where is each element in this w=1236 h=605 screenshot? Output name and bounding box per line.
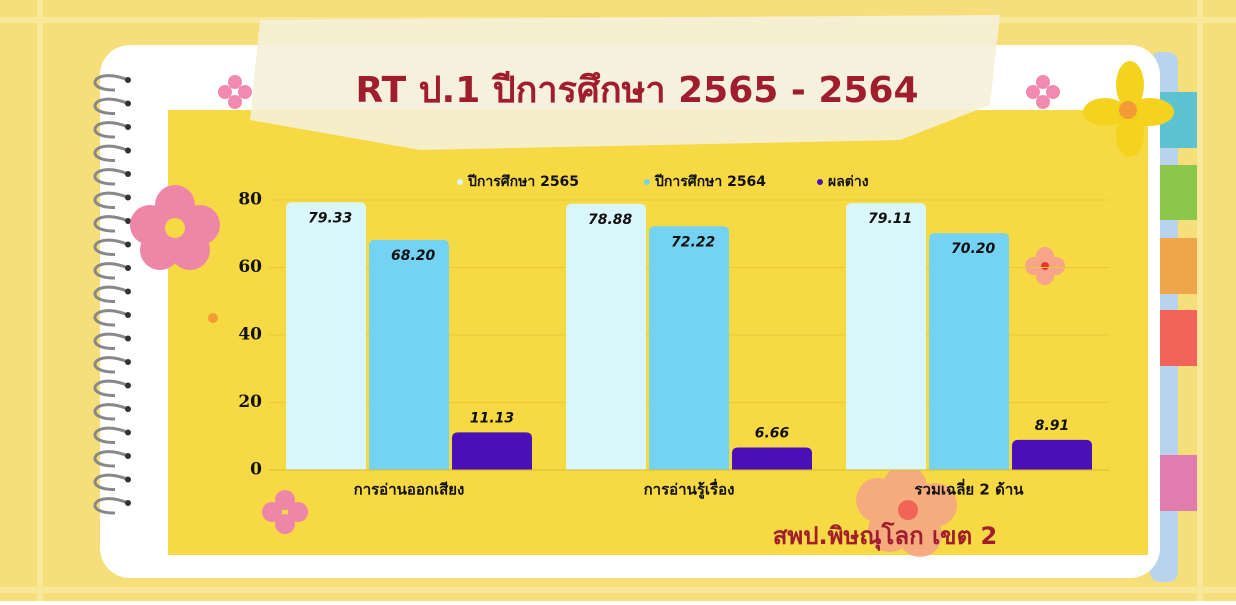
- ring-hole: [125, 312, 131, 318]
- legend-swatch: [457, 179, 463, 185]
- ring-hole: [125, 265, 131, 271]
- bar: [732, 448, 812, 470]
- y-tick-label: 20: [238, 392, 262, 412]
- page: สพป.พิษณุโลก เขต 2 0 20 40 60 80 ปีการศึกษา 2…: [0, 0, 1236, 601]
- bar: [649, 226, 729, 470]
- ring-hole: [125, 359, 131, 365]
- ring-hole: [125, 77, 131, 83]
- bar: [452, 432, 532, 470]
- ring-hole: [125, 148, 131, 154]
- value-label: 78.88: [588, 212, 633, 228]
- value-label: 6.66: [755, 426, 790, 442]
- ring-hole: [125, 242, 131, 248]
- ring-hole: [125, 336, 131, 342]
- ring-hole: [125, 500, 131, 506]
- x-tick-label: รวมเฉลี่ย 2 ด้าน: [915, 479, 1025, 499]
- x-tick-label: การอ่านรู้เรื่อง: [644, 479, 735, 500]
- ring-hole: [125, 101, 131, 107]
- y-tick-label: 60: [238, 257, 262, 277]
- bar: [286, 202, 366, 470]
- bar: [1012, 440, 1092, 470]
- footer: สพป.พิษณุโลก เขต 2: [773, 521, 997, 552]
- ring-hole: [125, 477, 131, 483]
- ring-hole: [125, 430, 131, 436]
- x-tick-label: การอ่านออกเสียง: [354, 481, 465, 499]
- ring-hole: [125, 406, 131, 412]
- ring-hole: [125, 453, 131, 459]
- y-tick-label: 40: [238, 325, 262, 345]
- value-label: 79.11: [868, 211, 912, 227]
- legend-swatch: [817, 179, 823, 185]
- bar: [846, 203, 926, 470]
- bar: [369, 240, 449, 470]
- y-tick-label: 0: [250, 460, 262, 480]
- bar: [566, 204, 646, 470]
- value-label: 11.13: [470, 410, 514, 426]
- ring-hole: [125, 195, 131, 201]
- legend-label: ปีการศึกษา 2564: [654, 173, 767, 190]
- legend-label: ผลต่าง: [828, 174, 869, 190]
- value-label: 70.20: [951, 241, 996, 257]
- bar: [929, 233, 1009, 470]
- value-label: 79.33: [308, 210, 352, 226]
- value-label: 68.20: [391, 248, 436, 264]
- ring-hole: [125, 289, 131, 295]
- ring-hole: [125, 124, 131, 130]
- chart-title: RT ป.1 ปีการศึกษา 2565 - 2564: [355, 70, 918, 111]
- value-label: 8.91: [1035, 418, 1070, 434]
- legend-swatch: [644, 179, 650, 185]
- ring-hole: [125, 383, 131, 389]
- legend-label: ปีการศึกษา 2565: [467, 173, 580, 190]
- value-label: 72.22: [671, 234, 715, 250]
- ring-hole: [125, 171, 131, 177]
- y-tick-label: 80: [238, 190, 262, 210]
